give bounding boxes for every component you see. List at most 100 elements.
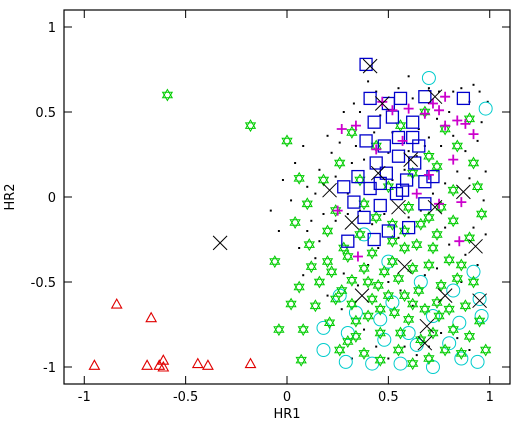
y-axis-title: HR2	[3, 183, 18, 210]
y-tick-label: -1	[43, 361, 56, 376]
star-of-david-point	[374, 353, 386, 367]
star-of-david-point	[433, 309, 445, 323]
star-of-david-point	[317, 173, 330, 187]
plus-point	[403, 103, 414, 114]
star-triangle-up	[244, 119, 257, 129]
star-triangle-down	[350, 333, 362, 343]
star-triangle-down	[427, 329, 439, 340]
square-point	[406, 115, 420, 129]
star-triangle-down	[423, 153, 435, 163]
star-triangle-up	[354, 227, 366, 238]
cross-large-point	[472, 293, 487, 309]
star-triangle-up	[350, 329, 362, 340]
square-point	[395, 183, 410, 197]
square-point	[359, 57, 373, 72]
dot-point	[387, 281, 390, 283]
circle-point	[316, 320, 331, 335]
square-point	[418, 90, 432, 104]
dot-point	[480, 121, 483, 124]
star-triangle-down	[433, 312, 445, 323]
star-of-david-point	[463, 329, 476, 343]
star-of-david-point	[358, 346, 370, 360]
star-triangle-down	[378, 268, 390, 279]
square-point	[456, 91, 471, 106]
star-triangle-up	[455, 258, 467, 269]
dot-point	[342, 272, 345, 275]
dot-point	[377, 247, 380, 249]
star-triangle-up	[362, 275, 374, 286]
star-triangle-up	[431, 227, 443, 238]
star-triangle-up	[330, 292, 342, 303]
star-triangle-down	[354, 176, 366, 187]
star-triangle-up	[372, 278, 384, 289]
dot-point	[407, 150, 410, 153]
dot-point	[399, 289, 402, 292]
star-triangle-down	[330, 295, 342, 306]
star-triangle-up	[382, 180, 394, 190]
dot-point	[340, 308, 343, 311]
star-of-david-point	[463, 112, 476, 126]
star-of-david-point	[388, 306, 401, 320]
star-of-david-point	[358, 261, 370, 275]
star-triangle-up	[295, 353, 307, 364]
cross-large-point	[456, 184, 471, 200]
star-triangle-up	[407, 297, 419, 308]
star-of-david-point	[386, 255, 399, 269]
star-triangle-up	[419, 302, 431, 313]
star-of-david-point	[403, 312, 415, 326]
star-of-david-point	[394, 119, 407, 133]
star-of-david-point	[467, 275, 480, 289]
star-of-david-point	[273, 323, 285, 337]
star-of-david-point	[301, 197, 313, 211]
cross-large-point	[419, 318, 435, 334]
star-of-david-point	[392, 272, 405, 286]
star-of-david-point	[293, 171, 305, 185]
dot-point	[326, 134, 329, 137]
data-points	[88, 57, 493, 374]
square-point	[367, 115, 381, 129]
star-triangle-down	[273, 326, 285, 337]
star-triangle-up	[358, 346, 370, 357]
star-triangle-up	[289, 216, 301, 226]
plus-point	[419, 108, 430, 119]
dot-point	[352, 102, 355, 105]
x-tick-label: -1	[78, 390, 91, 405]
star-of-david-point	[342, 249, 354, 263]
star-of-david-point	[398, 289, 411, 303]
star-triangle-down	[374, 356, 386, 367]
star-triangle-down	[467, 278, 480, 289]
dot-point	[476, 264, 479, 266]
star-of-david-point	[415, 217, 427, 231]
cross-large-point	[427, 199, 443, 215]
star-of-david-point	[297, 323, 309, 337]
dot-point	[350, 162, 353, 164]
x-axis-title: HR1	[273, 407, 300, 422]
star-triangle-up	[346, 273, 358, 284]
dot-point	[281, 179, 284, 181]
star-triangle-down	[415, 220, 427, 231]
triangle-point	[202, 359, 214, 370]
star-triangle-up	[321, 255, 334, 265]
star-triangle-up	[334, 156, 346, 167]
circle-point	[357, 227, 372, 242]
circle-point	[413, 275, 428, 289]
star-triangle-down	[435, 282, 447, 292]
star-of-david-point	[334, 156, 346, 170]
star-of-david-point	[443, 302, 455, 316]
star-triangle-down	[392, 346, 405, 357]
star-of-david-point	[325, 265, 338, 279]
cross-large-point	[344, 215, 360, 230]
dot-point	[290, 199, 293, 202]
dot-point	[484, 233, 487, 236]
plus-point	[336, 124, 347, 134]
star-triangle-up	[476, 207, 488, 218]
circle-point	[446, 283, 461, 298]
star-of-david-point	[398, 224, 411, 238]
circle-point	[377, 332, 392, 347]
plus-point	[350, 120, 361, 131]
star-triangle-down	[413, 287, 425, 297]
series-star-of-david	[161, 88, 492, 371]
star-triangle-up	[451, 139, 463, 150]
dot-point	[464, 150, 467, 153]
dot-point	[472, 83, 475, 86]
